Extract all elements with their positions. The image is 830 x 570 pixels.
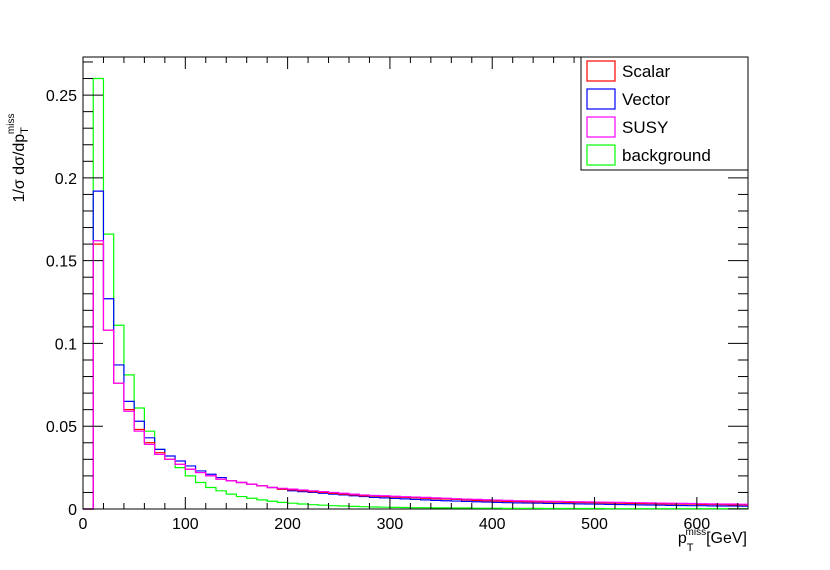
x-tick-label-0: 0 [79,516,88,533]
legend-label-scalar: Scalar [622,62,671,81]
y-tick-label-0.15: 0.15 [46,254,77,271]
legend-swatch-susy [586,116,616,138]
y-tick-label-0.25: 0.25 [46,88,77,105]
x-axis-label-sub: T [687,542,694,554]
x-axis-label-sup: miss [686,527,707,538]
y-axis-label: 1/σ dσ/dpTmiss [6,114,31,203]
y-tick-label-0: 0 [68,502,77,519]
y-tick-label-0.05: 0.05 [46,419,77,436]
x-tick-label-400: 400 [479,516,506,533]
y-tick-label-0.2: 0.2 [55,171,77,188]
series-susy-line [83,240,748,510]
y-axis-label-sup: miss [6,114,17,135]
x-tick-label-300: 300 [377,516,404,533]
legend-label-vector: Vector [622,90,671,109]
y-axis-label-main: 1/σ dσ/dp [11,134,28,203]
x-tick-label-100: 100 [172,516,199,533]
legend-swatch-vector [586,88,616,110]
y-axis-label-sub: T [19,127,31,134]
y-tick-label-0.1: 0.1 [55,336,77,353]
x-tick-label-200: 200 [274,516,301,533]
plot-frame [82,56,749,510]
x-tick-label-500: 500 [581,516,608,533]
series-scalar-line [83,243,748,510]
x-axis-label-main: p [678,530,687,547]
legend: Scalar Vector SUSY background [580,56,749,171]
legend-swatch-background [586,144,616,166]
x-axis-label-unit: [GeV] [706,530,747,547]
x-tick-label-600: 600 [683,516,710,533]
series-vector-line [83,190,748,510]
legend-swatch-scalar [586,60,616,82]
legend-label-background: background [622,146,711,165]
legend-label-susy: SUSY [622,118,668,137]
x-axis-label: pTmiss[GeV] [678,527,747,554]
legend-box [580,56,749,171]
